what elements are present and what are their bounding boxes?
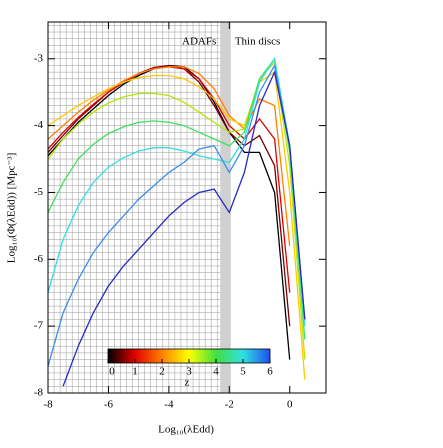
series-line <box>48 57 306 327</box>
x-axis-label: Log₁₀(λEdd) <box>158 424 214 436</box>
y-tick-label: -4 <box>34 119 44 131</box>
series-line <box>62 70 306 387</box>
colorbar-tick-label: 5 <box>240 366 246 378</box>
x-tick-label: 0 <box>287 399 293 411</box>
colorbar-tick-label: 1 <box>132 366 138 378</box>
y-axis-label: Log₁₀(Φ(λEdd)) [Mpc⁻³] <box>6 153 18 263</box>
x-tick-label: -6 <box>104 399 114 411</box>
colorbar-tick-label: 4 <box>213 366 219 378</box>
x-tick-label: -4 <box>164 399 174 411</box>
colorbar-tick-label: 6 <box>267 366 273 378</box>
colorbar-tick-label: 0 <box>109 366 115 378</box>
series-line <box>48 70 306 380</box>
y-tick-label: -7 <box>34 320 44 332</box>
x-tick-label: -2 <box>225 399 234 411</box>
y-tick-label: -3 <box>34 52 44 64</box>
y-tick-label: -6 <box>34 253 44 265</box>
series-line <box>48 57 306 340</box>
lines <box>48 57 306 387</box>
series-line <box>48 64 291 327</box>
series-line <box>48 63 306 367</box>
x-tick-label: -8 <box>43 399 53 411</box>
colorbar-tick-label: 3 <box>186 366 192 378</box>
annotation: ADAFs <box>182 36 216 48</box>
plot-frame <box>47 21 327 394</box>
series-line <box>48 60 306 360</box>
annotation: Thin discs <box>235 36 281 48</box>
y-tick-label: -8 <box>34 387 44 399</box>
y-tick-label: -5 <box>34 186 44 198</box>
colorbar-tick-label: 2 <box>159 366 165 378</box>
colorbar-label: z <box>185 377 190 389</box>
